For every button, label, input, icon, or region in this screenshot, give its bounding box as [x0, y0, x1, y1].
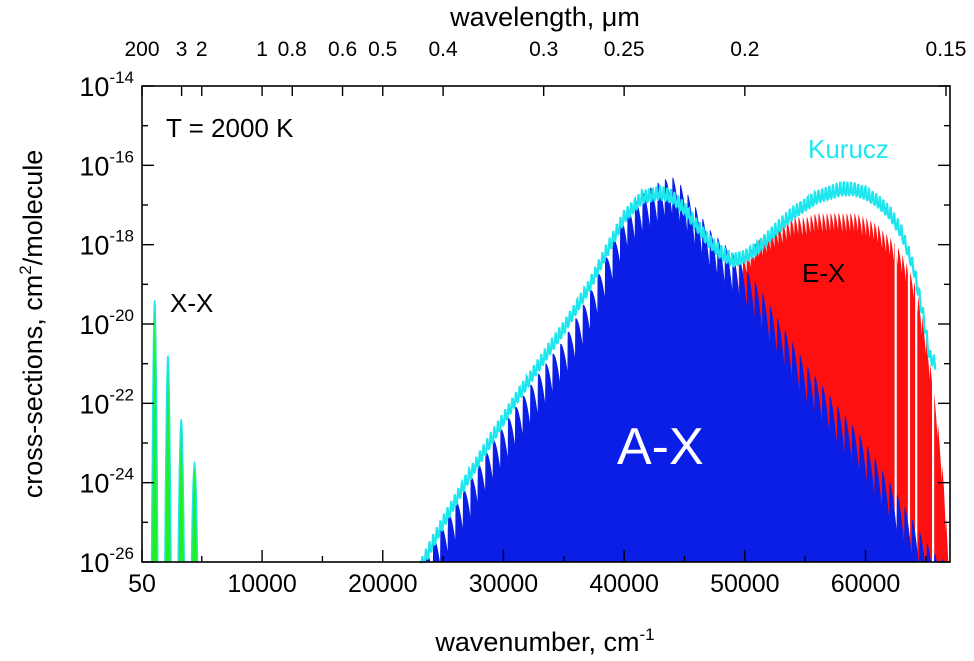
y-tick-label: 10-18	[79, 227, 134, 261]
temperature-annotation: T = 2000 K	[166, 113, 294, 143]
series-xx-band	[164, 355, 172, 563]
x2-tick-label: 0.6	[328, 38, 357, 61]
x-axis-title-sup: -1	[639, 625, 654, 644]
axis-ticks: 50 10000 20000 30000 40000 50000 60000 200 3 2 1 0.…	[79, 38, 966, 598]
x2-tick-label: 3	[176, 38, 188, 61]
x2-tick-label: 0.15	[926, 38, 967, 61]
y-tick-label: 10-22	[79, 385, 134, 419]
series-label-ax: A-X	[617, 418, 704, 476]
y-tick-label: 10-16	[79, 147, 134, 181]
series-label-kurucz: Kurucz	[808, 134, 889, 164]
x2-tick-label: 200	[124, 38, 159, 61]
plot-frame	[141, 85, 951, 563]
y-axis-title-tail: /molecule	[18, 150, 48, 266]
x2-axis-title: wavelength, μm	[449, 2, 640, 32]
series-kurucz-line	[419, 181, 937, 564]
x2-tick-label: 1	[256, 38, 268, 61]
x-axis-title: wavenumber, cm-1	[434, 625, 654, 657]
y-axis-title-main: cross-sections, cm	[18, 275, 48, 499]
x2-tick-label: 0.4	[429, 38, 459, 61]
series-xx-band	[177, 419, 186, 563]
x2-tick-label: 0.3	[529, 38, 558, 61]
x2-tick-label: 0.8	[278, 38, 307, 61]
x-tick-label: 60000	[831, 570, 901, 598]
series-label-xx: X-X	[170, 288, 213, 318]
y-tick-label: 10-20	[79, 306, 134, 340]
y-axis-title: cross-sections, cm2/molecule	[16, 150, 48, 499]
x2-tick-label: 2	[196, 38, 208, 61]
x2-tick-label: 0.2	[730, 38, 759, 61]
x-axis-title-main: wavenumber, cm	[434, 627, 639, 657]
y-axis-title-sup: 2	[16, 265, 35, 274]
series-ax-area	[419, 177, 948, 563]
x-tick-label: 10000	[227, 570, 297, 598]
x-tick-label: 50	[128, 570, 156, 598]
y-tick-label: 10-24	[79, 465, 134, 499]
series-xx-band	[190, 460, 199, 563]
x2-tick-label: 0.5	[368, 38, 397, 61]
y-tick-label: 10-26	[79, 544, 134, 578]
x-tick-label: 50000	[710, 570, 780, 598]
x-tick-label: 20000	[348, 570, 418, 598]
series-label-ex: E-X	[802, 258, 845, 288]
plot-layers	[150, 177, 949, 564]
x-tick-label: 30000	[469, 570, 539, 598]
y-tick-label: 10-14	[79, 68, 134, 102]
x2-tick-label: 0.25	[604, 38, 645, 61]
series-xx-band	[150, 300, 159, 563]
x-tick-label: 40000	[589, 570, 659, 598]
